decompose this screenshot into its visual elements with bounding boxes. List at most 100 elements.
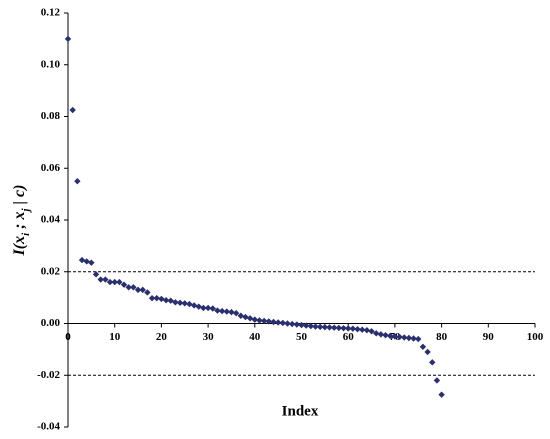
point <box>190 302 198 309</box>
point <box>134 286 142 294</box>
point <box>438 391 445 398</box>
point <box>260 317 268 325</box>
x-tick-label: 60 <box>343 331 355 343</box>
point <box>204 304 212 312</box>
point <box>242 313 249 321</box>
y-label-part: I(x <box>11 236 28 257</box>
point <box>330 324 338 331</box>
x-tick-label: 10 <box>109 331 121 343</box>
point <box>340 324 347 332</box>
point <box>111 278 118 286</box>
point <box>237 312 244 319</box>
y-label-part: ; x <box>11 212 28 233</box>
point <box>270 318 277 326</box>
point <box>256 317 263 324</box>
point <box>415 335 422 343</box>
point <box>307 322 315 330</box>
point <box>387 332 394 340</box>
point <box>345 325 352 332</box>
point <box>116 278 123 286</box>
point <box>228 308 235 316</box>
y-tick-label: 0.10 <box>41 58 61 70</box>
point <box>368 328 375 335</box>
point <box>88 259 95 266</box>
point <box>298 321 305 329</box>
point <box>302 322 310 329</box>
y-tick-label: 0.02 <box>41 265 61 277</box>
point <box>326 324 333 331</box>
x-tick-label: 20 <box>156 331 168 343</box>
x-tick-label: 50 <box>296 331 308 343</box>
point <box>92 271 100 278</box>
y-label-part: i <box>20 232 32 236</box>
point <box>429 359 436 366</box>
point <box>195 303 202 310</box>
x-tick-label: 100 <box>527 331 544 343</box>
y-tick-label: 0.06 <box>41 162 61 174</box>
point <box>373 330 380 337</box>
x-tick-label: 30 <box>203 331 215 343</box>
point <box>232 309 240 317</box>
point <box>214 307 221 314</box>
point <box>359 326 366 333</box>
point <box>391 333 399 340</box>
point <box>223 308 230 315</box>
point <box>162 297 170 304</box>
point <box>433 377 441 384</box>
y-tick-label: 0.08 <box>41 110 61 122</box>
y-tick-label: -0.02 <box>37 369 60 381</box>
y-axis-label: I(xi ; xj | c) <box>11 185 32 257</box>
point <box>125 284 132 291</box>
point <box>410 335 417 342</box>
point <box>377 331 385 338</box>
point <box>209 305 216 312</box>
point <box>158 295 165 303</box>
point <box>144 289 151 296</box>
point <box>139 286 146 294</box>
point <box>64 35 72 43</box>
point <box>293 321 301 328</box>
point <box>274 319 282 326</box>
point <box>186 300 193 308</box>
point <box>284 320 291 327</box>
point <box>265 318 273 325</box>
point <box>396 333 403 341</box>
point <box>218 307 226 315</box>
point <box>130 284 137 291</box>
point <box>279 319 287 327</box>
x-tick-label: 90 <box>483 331 495 343</box>
point <box>312 323 319 330</box>
point <box>106 278 114 286</box>
point <box>321 323 329 331</box>
point <box>83 258 90 265</box>
x-tick-label: 0 <box>65 331 71 343</box>
point <box>148 294 156 302</box>
x-tick-label: 40 <box>249 331 261 343</box>
point <box>405 334 413 342</box>
point <box>316 323 324 331</box>
point <box>69 106 76 114</box>
y-label-part: j <box>20 208 32 214</box>
y-tick-label: 0.12 <box>41 7 61 19</box>
point <box>382 331 389 339</box>
y-tick-label: 0.00 <box>41 317 61 329</box>
point <box>181 300 188 307</box>
point <box>200 304 207 312</box>
point <box>354 325 361 333</box>
point <box>401 334 408 341</box>
point <box>120 281 128 288</box>
x-axis-label: Index <box>282 403 319 419</box>
y-label-part: | c) <box>11 185 28 209</box>
point <box>419 343 427 350</box>
point <box>288 320 296 328</box>
y-tick-label: 0.04 <box>41 214 61 226</box>
y-tick-label: -0.04 <box>37 421 60 433</box>
point <box>102 276 109 283</box>
point <box>74 177 81 185</box>
x-tick-label: 80 <box>436 331 448 343</box>
point <box>176 299 184 306</box>
point <box>349 325 357 332</box>
point <box>78 256 86 264</box>
point <box>246 315 254 322</box>
